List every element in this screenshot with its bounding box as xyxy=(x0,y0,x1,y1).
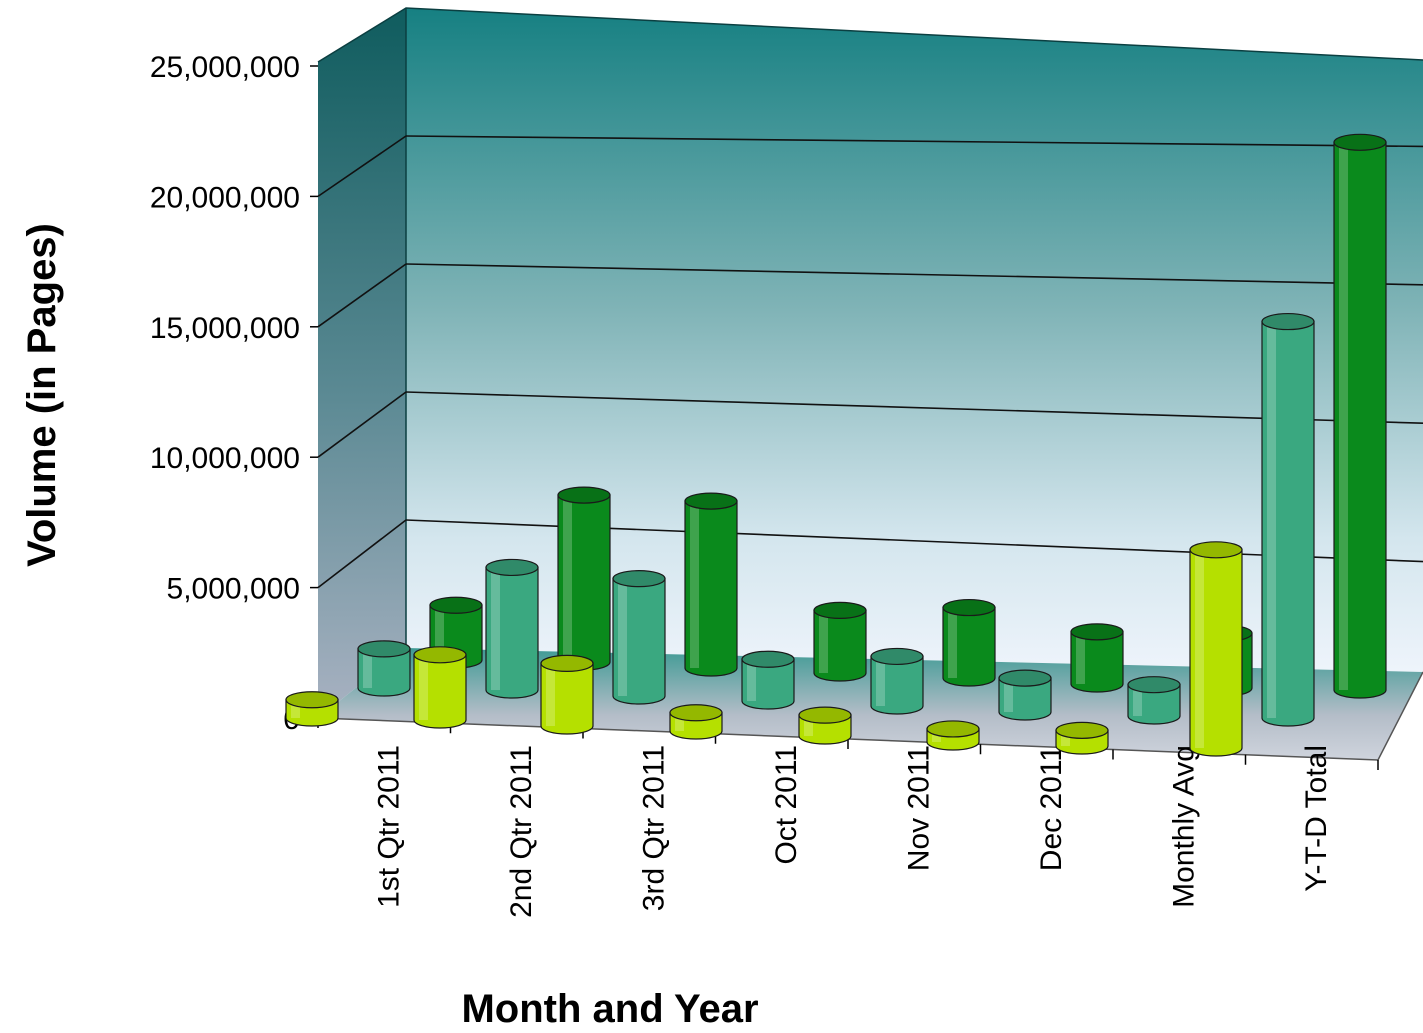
bar xyxy=(926,720,980,751)
x-tick-label: 3rd Qtr 2011 xyxy=(637,745,670,911)
bar xyxy=(1261,312,1315,727)
gridline xyxy=(317,263,407,328)
gridline xyxy=(317,135,407,198)
x-tick-label: Oct 2011 xyxy=(770,745,803,865)
bar xyxy=(357,640,411,697)
x-axis-ticks: 1st Qtr 2011 2nd Qtr 2011 3rd Qtr 2011 Oct … xyxy=(317,718,1379,918)
y-tick-label: 20,000,000 xyxy=(150,181,300,214)
back-wall xyxy=(406,8,1423,672)
bar xyxy=(557,486,611,671)
gridline xyxy=(317,391,407,458)
y-axis-title: Volume (in Pages) xyxy=(20,223,64,567)
x-tick-label: Nov 2011 xyxy=(902,745,935,871)
x-tick-label: Y-T-D Total xyxy=(1300,745,1333,892)
bar xyxy=(998,669,1052,721)
gridline xyxy=(317,519,407,589)
gridline xyxy=(405,135,1423,148)
bar xyxy=(1055,721,1109,755)
gridline xyxy=(405,263,1423,286)
bar xyxy=(684,492,738,677)
bar xyxy=(1189,541,1243,757)
bar xyxy=(285,691,339,727)
x-tick-label: 2nd Qtr 2011 xyxy=(505,745,538,918)
y-tick-label: 5,000,000 xyxy=(167,573,300,606)
bar xyxy=(612,570,666,705)
y-tick-label: 15,000,000 xyxy=(150,312,300,345)
bar xyxy=(798,706,852,745)
bar xyxy=(1127,676,1181,725)
bar xyxy=(1333,133,1387,699)
bar xyxy=(413,646,467,729)
x-axis-title: Month and Year xyxy=(461,987,758,1031)
y-tick-label: 25,000,000 xyxy=(150,51,300,84)
y-tick-label: 10,000,000 xyxy=(150,442,300,475)
x-tick-label: 1st Qtr 2011 xyxy=(372,745,405,908)
bar xyxy=(813,601,867,682)
gridlines xyxy=(317,135,1423,589)
bar xyxy=(485,558,539,699)
bar xyxy=(540,654,594,735)
bar xyxy=(741,650,795,710)
bar xyxy=(942,598,996,687)
cylinders xyxy=(285,133,1387,757)
bar xyxy=(1070,623,1124,693)
bar xyxy=(669,704,723,740)
bar xyxy=(870,647,924,715)
x-tick-label: Dec 2011 xyxy=(1035,745,1068,871)
x-tick-label: Monthly Avg xyxy=(1167,745,1200,908)
gridline xyxy=(405,391,1423,424)
y-axis-ticks: 05,000,00010,000,00015,000,00020,000,000… xyxy=(150,51,318,736)
side-wall xyxy=(318,8,406,718)
